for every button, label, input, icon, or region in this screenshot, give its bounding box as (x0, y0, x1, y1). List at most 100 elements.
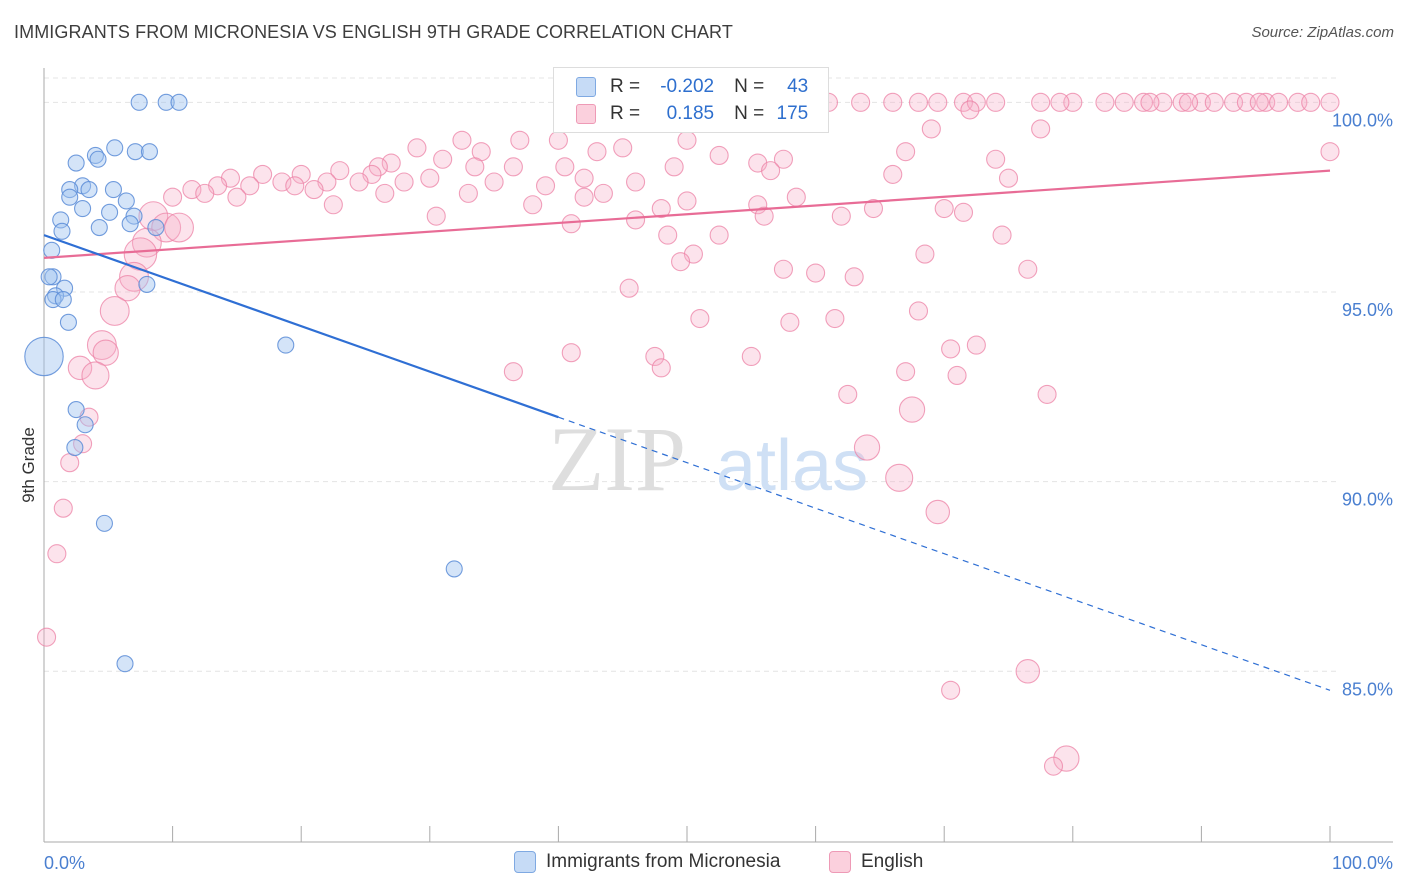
english-point (53, 498, 73, 518)
english-point (587, 142, 607, 162)
english-point (47, 544, 67, 564)
series-legend-label: English (861, 851, 924, 872)
micronesia-point (445, 560, 463, 578)
english-point (761, 161, 781, 181)
english-point (966, 335, 986, 355)
english-point (60, 453, 80, 473)
axis-layer: 85.0% 90.0% 95.0% 100.0% 0.0% 100.0% (43, 68, 1393, 873)
legend-r-value: 0.185 (666, 103, 715, 124)
english-point (896, 362, 916, 382)
english-point (613, 138, 633, 158)
english-point (291, 164, 311, 184)
micronesia-point (157, 93, 175, 111)
series-legend-item-english[interactable]: English (829, 851, 923, 873)
english-point (523, 195, 543, 215)
english-point (1320, 92, 1340, 112)
english-point (458, 183, 478, 203)
y-tick-label: 90.0% (1342, 490, 1393, 510)
series-legend-item-micronesia[interactable]: Immigrants from Micronesia (514, 851, 780, 873)
english-point (285, 176, 305, 196)
legend-row-english: R = 0.185 N = 175 (576, 101, 808, 127)
english-point (998, 168, 1019, 188)
english-point (1178, 92, 1199, 112)
english-point (323, 195, 343, 215)
english-point (786, 187, 806, 207)
english-point (754, 206, 774, 226)
english-point (1114, 92, 1134, 112)
english-point (555, 157, 575, 177)
legend-n-value: 175 (776, 103, 809, 124)
watermark-zip: ZIP (548, 408, 686, 510)
legend-r-label: R = (610, 103, 641, 124)
legend-n-label: N = (734, 76, 765, 97)
english-point (1269, 92, 1289, 112)
series-swatch-english (829, 851, 851, 873)
english-point (941, 680, 961, 700)
english-point (863, 199, 884, 219)
english-point (535, 176, 556, 196)
english-point (1301, 92, 1321, 112)
english-point (37, 627, 57, 647)
english-point (806, 263, 826, 283)
micronesia-point (116, 655, 134, 673)
english-point (898, 396, 926, 423)
english-point (780, 312, 800, 332)
english-point (73, 434, 93, 454)
english-point (953, 202, 974, 222)
english-point (677, 191, 697, 211)
english-point (330, 161, 350, 181)
english-point (992, 225, 1012, 245)
english-point (1320, 142, 1340, 162)
legend-n-label: N = (734, 103, 765, 124)
english-point (1043, 756, 1064, 776)
y-tick-label: 100.0% (1332, 110, 1393, 130)
micronesia-point (90, 218, 108, 237)
english-point (1249, 92, 1269, 112)
english-point (240, 176, 260, 196)
micronesia-point (44, 291, 62, 309)
legend-n-value: 43 (787, 76, 809, 97)
english-point (921, 119, 941, 139)
english-point (709, 145, 729, 165)
english-point (465, 157, 485, 177)
micronesia-point (53, 222, 71, 240)
english-point (934, 199, 954, 219)
legend-r-label: R = (610, 76, 641, 97)
english-point (1204, 92, 1224, 112)
grid-layer (44, 77, 1338, 672)
x-tick-label: 100.0% (1332, 853, 1393, 873)
english-point (368, 157, 388, 177)
english-point (853, 434, 881, 461)
english-point (1037, 384, 1057, 404)
english-point (947, 365, 967, 385)
english-point (593, 183, 613, 203)
english-point (885, 463, 914, 492)
english-point (92, 339, 119, 366)
micronesia-trend-line (43, 234, 559, 419)
english-point (195, 183, 215, 203)
legend-row-micronesia: R = -0.202 N = 43 (576, 74, 808, 100)
english-point (1140, 92, 1160, 112)
english-point (1050, 92, 1070, 112)
english-point (773, 259, 794, 279)
english-point (1015, 659, 1041, 684)
english-point (1031, 92, 1051, 112)
english-point (484, 172, 504, 192)
english-point (825, 309, 845, 329)
english-point (394, 172, 414, 192)
english-point (960, 100, 980, 120)
english-point (664, 157, 684, 177)
micronesia-point (277, 336, 295, 354)
english-point (908, 92, 929, 112)
micronesia-point (121, 215, 139, 233)
english-point (349, 172, 369, 192)
micronesia-point (54, 291, 72, 309)
english-point (227, 187, 247, 207)
english-point (838, 384, 858, 404)
y-axis-label: 9th Grade (19, 427, 38, 503)
english-point (1172, 92, 1192, 112)
series-legend: Immigrants from Micronesia English (0, 851, 1406, 879)
english-point (709, 225, 729, 245)
english-point (883, 92, 903, 112)
